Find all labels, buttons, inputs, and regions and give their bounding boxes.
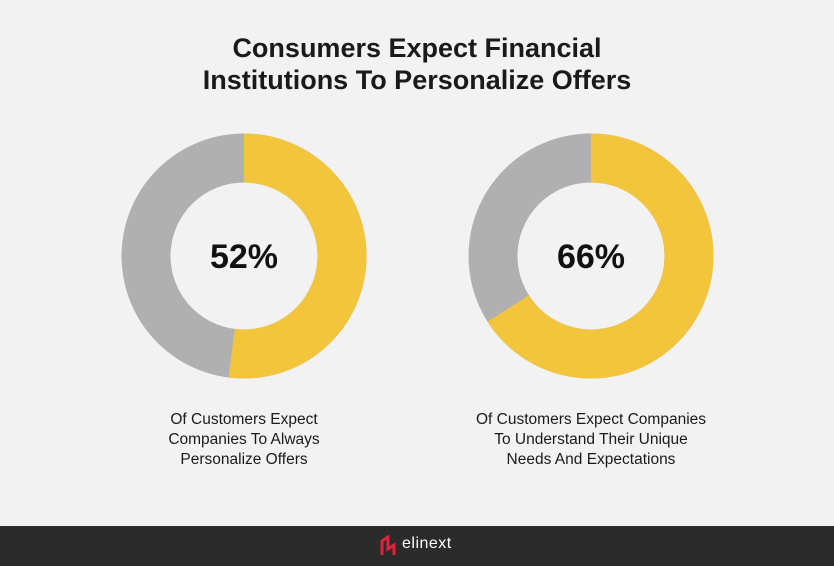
caption: Of Customers Expect Companies To Always … bbox=[168, 411, 320, 468]
donut-segment bbox=[228, 133, 367, 379]
footer: elinext bbox=[0, 526, 834, 566]
donut-segment bbox=[487, 133, 714, 379]
logo-icon bbox=[380, 535, 396, 555]
title: Consumers Expect Financial Institutions … bbox=[202, 33, 632, 95]
charts: 52% 66% bbox=[121, 133, 714, 379]
brand: elinext bbox=[402, 535, 452, 552]
center-label: 52% bbox=[210, 238, 278, 276]
caption: Of Customers Expect Companies To Underst… bbox=[476, 411, 707, 468]
center-label: 66% bbox=[557, 238, 625, 276]
